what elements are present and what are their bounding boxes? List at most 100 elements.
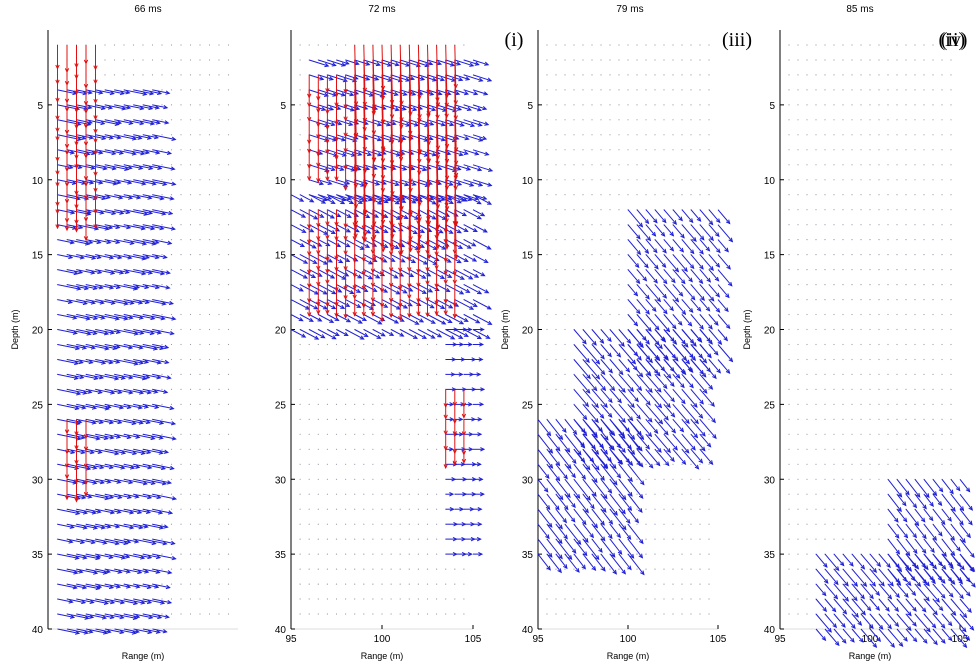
vector-arrow-head xyxy=(72,315,78,320)
grid-dot xyxy=(227,313,230,316)
y-axis-label: Depth (m) xyxy=(500,309,510,349)
vector-arrow-head xyxy=(78,224,84,230)
vector-arrow-head xyxy=(464,136,470,141)
y-tick-label: 15 xyxy=(275,251,287,262)
vector-arrow-head xyxy=(165,584,171,590)
vector-arrow xyxy=(76,493,92,498)
vector-arrow-head xyxy=(104,346,110,351)
grid-dot xyxy=(308,433,310,435)
grid-dot xyxy=(417,403,419,405)
vector-arrow-head xyxy=(129,300,135,305)
grid-dot xyxy=(208,89,211,91)
grid-dot xyxy=(170,224,173,226)
vector-arrow-head xyxy=(169,196,175,201)
grid-dot xyxy=(104,44,106,46)
grid-dot xyxy=(627,194,629,196)
grid-dot xyxy=(218,179,220,181)
vector-arrow-head xyxy=(459,507,465,512)
grid-dot xyxy=(170,89,173,91)
grid-dot xyxy=(708,59,710,61)
vector-arrow xyxy=(114,628,136,634)
grid-dot xyxy=(582,179,584,181)
vector-arrow-head xyxy=(91,510,97,515)
vector-arrow xyxy=(654,224,665,237)
grid-dot xyxy=(426,343,429,346)
vector-arrow-head xyxy=(102,166,108,171)
vector-arrow-head xyxy=(170,540,176,546)
grid-dot xyxy=(591,134,593,136)
grid-dot xyxy=(681,134,683,136)
grid-dot xyxy=(326,493,328,495)
vector-arrow xyxy=(123,134,142,139)
vector-arrow xyxy=(152,314,176,320)
grid-dot xyxy=(399,613,401,615)
vector-arrow-head xyxy=(430,334,436,339)
vector-arrow xyxy=(142,493,161,499)
grid-dot xyxy=(170,284,173,286)
vector-arrow-head xyxy=(97,389,103,395)
grid-dot xyxy=(326,448,328,450)
grid-dot xyxy=(399,358,401,361)
vector-arrow-head xyxy=(127,180,133,185)
grid-dot xyxy=(708,523,710,525)
vector-arrow xyxy=(318,104,334,111)
y-tick-label: 30 xyxy=(32,475,44,486)
grid-dot xyxy=(189,44,192,46)
vector-arrow-head xyxy=(109,90,115,96)
grid-dot xyxy=(189,553,192,555)
grid-dot xyxy=(113,74,116,76)
vector-arrow-head xyxy=(167,600,173,605)
vector-arrow xyxy=(400,149,414,155)
vector-arrow xyxy=(390,134,406,140)
grid-dot xyxy=(636,134,638,136)
vector-arrow-head xyxy=(162,254,168,259)
vector-arrow-head xyxy=(431,107,437,112)
vector-arrow-head xyxy=(147,554,153,560)
grid-dot xyxy=(564,179,566,181)
vector-arrow-head xyxy=(380,332,386,337)
grid-dot xyxy=(299,583,301,585)
vector-arrow xyxy=(104,613,124,619)
vector-arrow-head xyxy=(690,295,696,301)
vector-arrow-head xyxy=(484,151,490,156)
vector-arrow-head xyxy=(168,210,174,216)
grid-dot xyxy=(708,538,710,540)
vector-arrow-head xyxy=(299,243,305,248)
vector-arrow-head xyxy=(140,600,146,605)
grid-dot xyxy=(354,478,356,480)
vector-arrow xyxy=(142,583,159,588)
vector-arrow xyxy=(95,299,115,304)
grid-dot xyxy=(417,583,419,585)
vector-arrow xyxy=(133,568,149,573)
vector-arrow xyxy=(454,224,468,232)
vector-arrow-head xyxy=(361,311,366,317)
vector-arrow-head xyxy=(81,345,88,350)
grid-dot xyxy=(354,418,356,420)
vector-arrow-head xyxy=(69,240,75,245)
vector-arrow xyxy=(381,59,399,66)
grid-dot xyxy=(218,299,220,301)
grid-dot xyxy=(681,478,683,480)
vector-arrow-head xyxy=(125,569,131,574)
vector-arrow xyxy=(57,239,74,244)
vector-arrow xyxy=(336,59,349,65)
vector-arrow xyxy=(152,344,169,349)
grid-dot xyxy=(227,418,230,420)
grid-dot xyxy=(381,553,383,555)
grid-dot xyxy=(708,194,710,196)
vector-arrow xyxy=(327,194,345,205)
vector-arrow-head xyxy=(159,196,165,201)
vector-arrow-head xyxy=(331,305,337,310)
vector-arrow-head xyxy=(74,497,79,503)
vector-arrow-head xyxy=(76,286,82,291)
grid-dot xyxy=(308,478,310,480)
vector-arrow-head xyxy=(452,460,457,466)
grid-dot xyxy=(445,583,447,585)
vector-arrow xyxy=(85,553,101,558)
grid-dot xyxy=(208,239,211,241)
vector-arrow-head xyxy=(74,360,80,366)
vector-arrow xyxy=(152,403,174,410)
grid-dot xyxy=(555,209,557,211)
grid-dot xyxy=(636,44,638,46)
vector-arrow-head xyxy=(413,122,420,127)
